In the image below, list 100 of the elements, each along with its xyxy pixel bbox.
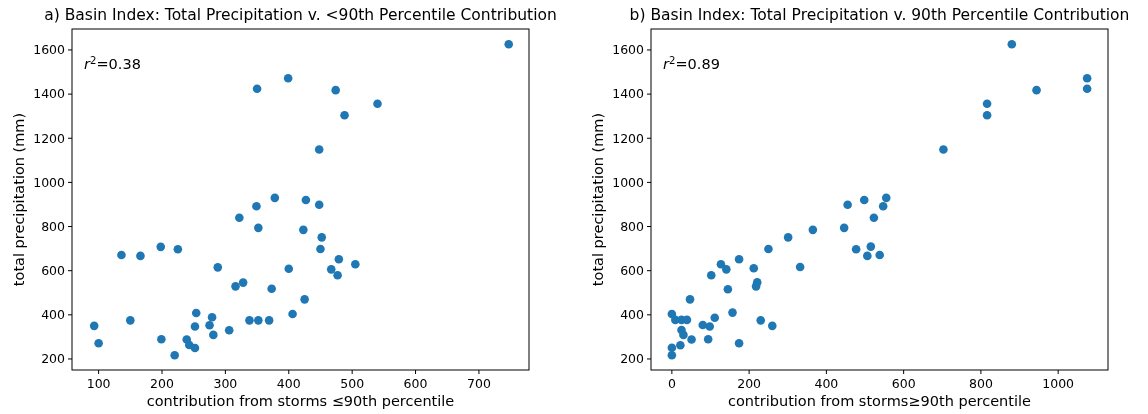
point: [333, 271, 342, 280]
point: [734, 338, 744, 348]
x-axis-title: contribution from storms≥90th percentile: [728, 393, 1032, 409]
x-axis-title: contribution from storms ≤90th percentile: [146, 393, 455, 409]
point: [157, 335, 166, 344]
x-tick-label: 200: [737, 376, 762, 391]
x-tick-label: 800: [968, 376, 993, 391]
y-tick-label: 800: [41, 218, 66, 234]
x-tick-label: 200: [150, 376, 174, 391]
point: [301, 195, 311, 205]
point: [679, 330, 688, 340]
point: [939, 145, 948, 154]
point: [859, 195, 869, 205]
x-tick-label: 400: [814, 376, 839, 391]
point: [863, 251, 872, 261]
x-tick-label: 500: [340, 376, 365, 391]
point: [89, 321, 99, 331]
point: [881, 193, 891, 203]
point: [703, 335, 713, 344]
y-tick-label: 600: [41, 263, 66, 279]
point: [698, 320, 708, 330]
point: [252, 84, 262, 94]
y-tick-label: 1600: [612, 42, 645, 58]
point: [851, 244, 861, 254]
point: [190, 322, 200, 331]
point: [843, 200, 852, 209]
y-tick-label: 1400: [612, 86, 645, 102]
y-tick-label: 1200: [612, 130, 645, 146]
point: [314, 145, 324, 154]
chart-title: b) Basin Index: Total Precipitation v. 90th Percentile Contribution: [629, 6, 1130, 24]
y-tick-label: 1000: [33, 174, 66, 190]
point: [795, 262, 805, 272]
point: [209, 330, 218, 340]
point: [706, 271, 716, 280]
x-tick-label: 300: [213, 376, 238, 391]
point: [869, 213, 879, 223]
point: [768, 321, 777, 331]
point: [982, 111, 992, 120]
point: [299, 225, 308, 235]
point: [264, 316, 274, 325]
point: [334, 254, 344, 264]
point: [326, 265, 336, 274]
x-tick-label: 700: [467, 376, 491, 391]
point: [190, 343, 200, 353]
y-tick-label: 200: [620, 351, 645, 367]
point: [213, 263, 223, 272]
point: [173, 244, 183, 254]
point: [676, 340, 685, 350]
annotation: r$^{2}$=0.89: [663, 54, 720, 72]
point: [252, 201, 261, 211]
point: [317, 233, 327, 242]
point: [94, 338, 103, 348]
point: [238, 278, 248, 287]
point: [316, 244, 325, 254]
y-tick-label: 600: [620, 263, 645, 279]
point: [1032, 85, 1041, 95]
point: [783, 233, 793, 242]
y-tick-label: 800: [620, 218, 645, 234]
point: [254, 223, 263, 233]
point: [1082, 73, 1092, 83]
point: [351, 259, 360, 269]
point: [270, 193, 280, 203]
chart-title: a) Basin Index: Total Precipitation v. <90th Percentile Contribution: [44, 6, 557, 24]
point: [705, 322, 715, 331]
point: [839, 223, 849, 233]
point: [284, 264, 294, 273]
point: [504, 39, 514, 49]
point: [136, 251, 145, 261]
point: [749, 263, 759, 273]
x-tick-label: 600: [891, 376, 916, 391]
point: [207, 312, 217, 322]
y-tick-label: 1600: [33, 42, 66, 58]
point: [170, 350, 179, 360]
point: [331, 85, 340, 95]
x-tick-label: 600: [403, 376, 428, 391]
point: [723, 284, 733, 294]
point: [722, 265, 731, 274]
y-axis-title: total precipitation (mm): [590, 112, 606, 287]
y-axis-title: total precipitation (mm): [11, 112, 27, 287]
point: [687, 335, 696, 344]
y-tick-label: 400: [41, 307, 66, 323]
point: [126, 316, 135, 325]
point: [728, 308, 737, 317]
annotation: r$^{2}$=0.38: [84, 54, 141, 72]
x-tick-label: 0: [667, 376, 676, 391]
point: [283, 73, 293, 83]
point: [254, 316, 263, 325]
point: [685, 295, 695, 304]
y-tick-label: 1000: [612, 174, 645, 190]
x-tick-label: 400: [276, 376, 301, 391]
point: [878, 201, 888, 211]
y-tick-label: 1200: [33, 130, 66, 146]
point: [205, 320, 214, 330]
point: [117, 250, 126, 260]
point: [982, 99, 992, 109]
point: [340, 111, 349, 120]
point: [288, 309, 297, 319]
point: [191, 308, 201, 318]
point: [373, 99, 382, 109]
point: [866, 242, 876, 251]
